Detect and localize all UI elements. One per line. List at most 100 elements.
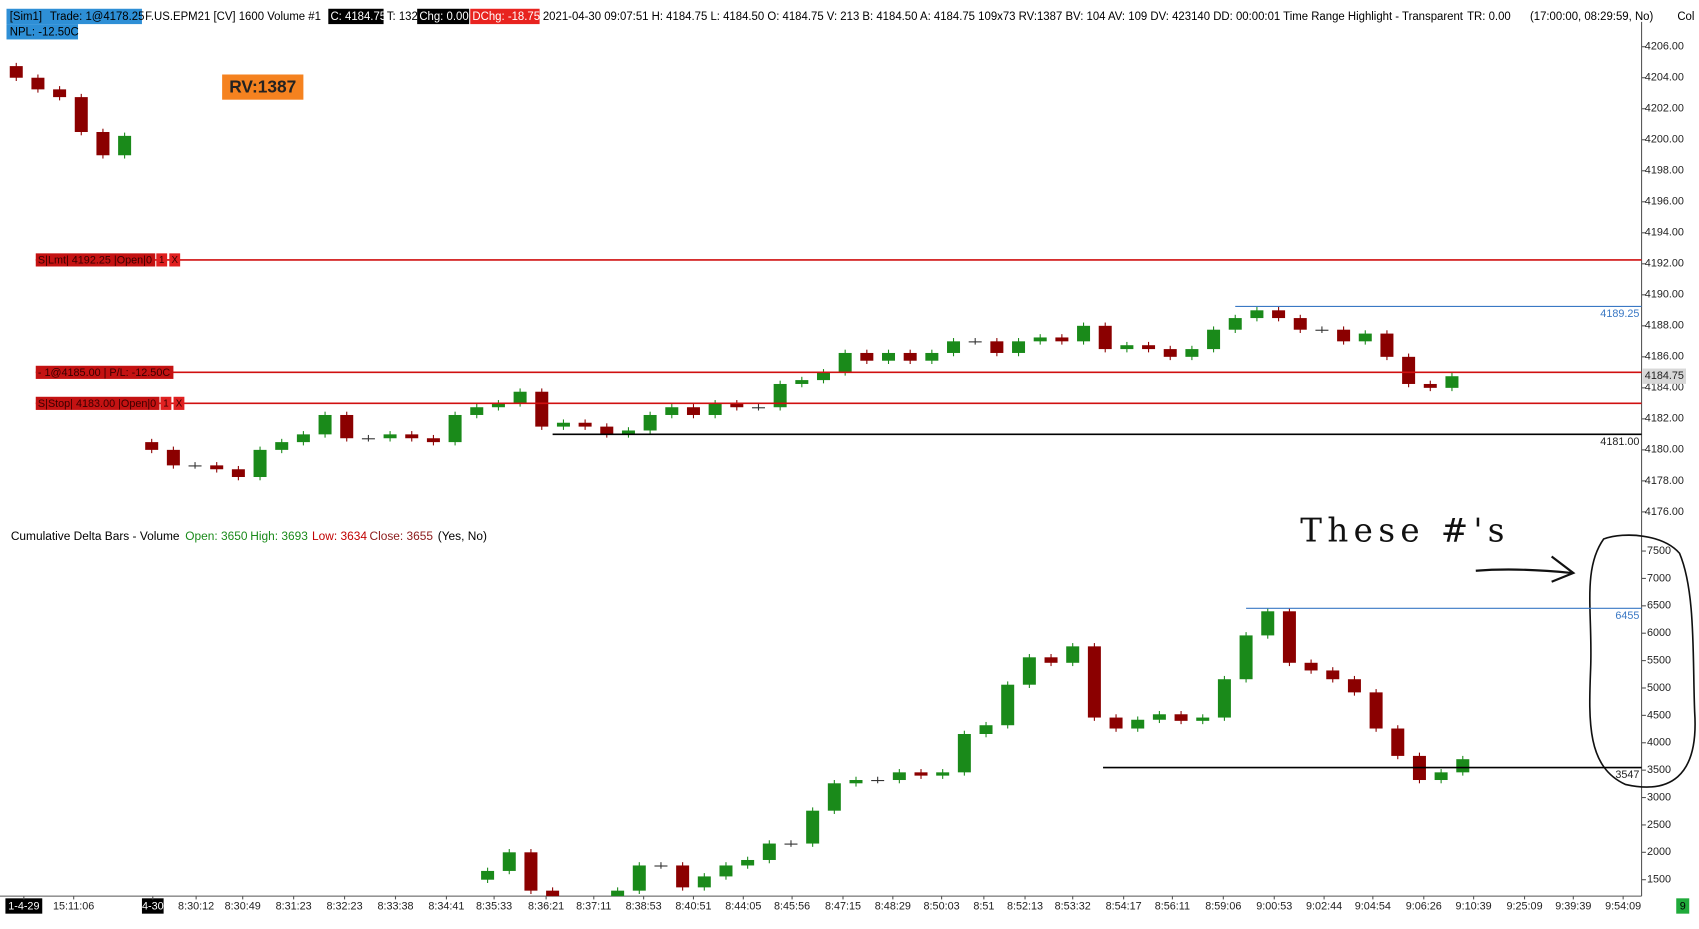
candle-body xyxy=(1391,728,1405,756)
x-tick-label: 8:51 xyxy=(973,900,994,912)
candle-body xyxy=(405,434,419,439)
order-cancel[interactable]: X xyxy=(171,255,178,266)
candle-body xyxy=(1001,684,1015,726)
candle-body xyxy=(838,352,852,373)
candle-body xyxy=(903,352,917,361)
candle-body xyxy=(990,341,1004,353)
y-tick-label: 5500 xyxy=(1647,654,1671,666)
order-qty[interactable]: 1 xyxy=(159,255,164,266)
x-tick-label: 8:50:03 xyxy=(924,900,960,912)
x-tick-label: 8:32:23 xyxy=(327,900,363,912)
order-label: S|Stop| 4183.00 |Open|0 xyxy=(38,398,156,410)
candle-body xyxy=(1315,329,1329,331)
candle-body xyxy=(481,870,495,880)
candle-body xyxy=(1217,679,1231,718)
order-cancel-bg[interactable] xyxy=(173,396,185,410)
x-tick-label: 8:36:21 xyxy=(528,900,564,912)
candle-body xyxy=(535,391,549,427)
candle-body xyxy=(979,725,993,734)
order-label: S|Lmt| 4192.25 |Open|0 xyxy=(38,254,152,266)
candle-body xyxy=(1228,318,1242,330)
x-tick-label: 8:45:56 xyxy=(774,900,810,912)
candle-body xyxy=(665,407,679,415)
note-ellipse xyxy=(1589,534,1696,788)
candle-body xyxy=(654,865,668,867)
candle-body xyxy=(1120,345,1134,350)
y-tick-label: 6500 xyxy=(1647,600,1671,612)
y-tick-label: 4500 xyxy=(1647,709,1671,721)
y-tick-label: 4204.00 xyxy=(1645,72,1684,84)
x-tick-label: 8:52:13 xyxy=(1007,900,1043,912)
x-tick-label: 9:54:09 xyxy=(1605,900,1641,912)
candle-body xyxy=(296,434,310,443)
candle-body xyxy=(1012,341,1026,353)
y-tick-label: 1500 xyxy=(1647,874,1671,886)
delta-low-label: 3547 xyxy=(1615,769,1639,781)
candle-body xyxy=(9,66,23,78)
dchg-bg xyxy=(470,8,540,25)
x-tick-label: 8:40:51 xyxy=(675,900,711,912)
trade: Trade: 1@4178.25 xyxy=(50,11,145,23)
candle-body xyxy=(275,442,289,450)
last-price-bg xyxy=(1642,368,1686,384)
candle-body xyxy=(708,403,722,415)
status: 9 xyxy=(1680,900,1686,912)
y-tick-label: 4184.00 xyxy=(1645,382,1684,394)
candle-body xyxy=(1109,717,1123,729)
candle-body xyxy=(1380,333,1394,357)
candle-body xyxy=(860,352,874,361)
price-candles xyxy=(9,62,1459,481)
order-qty[interactable]: 1 xyxy=(163,398,168,409)
candle-body xyxy=(1434,772,1448,781)
y-tick-label: 2000 xyxy=(1647,846,1671,858)
candle-body xyxy=(491,403,505,408)
candle-body xyxy=(513,391,527,404)
symbol: F.US.EPM21 [CV] 1600 Volume #1 xyxy=(145,11,321,23)
handwritten-note: These #'s xyxy=(1300,511,1510,549)
x-tick-label: 8:47:15 xyxy=(825,900,861,912)
y-tick-label: 4196.00 xyxy=(1645,196,1684,208)
rv-badge-bg xyxy=(222,74,304,100)
order-cancel-bg[interactable] xyxy=(169,253,181,267)
x-tick-label: 9:10:39 xyxy=(1456,900,1492,912)
candle-body xyxy=(1239,635,1253,680)
candle-body xyxy=(1402,356,1416,384)
candle-body xyxy=(719,865,733,877)
candle-body xyxy=(1282,611,1296,663)
candle-body xyxy=(1261,611,1275,636)
y-tick-label: 4186.00 xyxy=(1645,351,1684,363)
candle-body xyxy=(1196,717,1210,721)
order-qty-bg[interactable] xyxy=(160,396,172,410)
session-range: (17:00:00, 08:29:59, No) xyxy=(1530,11,1653,23)
npl-bg xyxy=(6,24,79,40)
candle-body xyxy=(1066,646,1080,663)
y-tick-label: 5000 xyxy=(1647,682,1671,694)
candle-body xyxy=(1337,329,1351,342)
candle-body xyxy=(643,414,657,431)
candle-body xyxy=(470,407,484,415)
y-tick-label: 4190.00 xyxy=(1645,289,1684,301)
candle-body xyxy=(947,341,961,353)
npl: NPL: -12.50C xyxy=(10,26,79,38)
order-qty-bg[interactable] xyxy=(156,253,168,267)
x-tick-label: 8:30:49 xyxy=(225,900,261,912)
candle-body xyxy=(795,380,809,384)
candle-body xyxy=(882,352,896,361)
order-cancel[interactable]: X xyxy=(176,398,183,409)
y-tick-label: 2500 xyxy=(1647,819,1671,831)
candle-body xyxy=(1174,714,1188,721)
ticks: T: 132 xyxy=(387,11,418,23)
y-tick-label: 4198.00 xyxy=(1645,165,1684,177)
candle-body xyxy=(936,772,950,776)
y-tick-label: 4176.00 xyxy=(1645,506,1684,518)
candle-body xyxy=(1326,670,1340,680)
candle-body xyxy=(53,89,67,98)
candle-body xyxy=(849,780,863,784)
candle-body xyxy=(1152,714,1166,720)
low-line-label: 4181.00 xyxy=(1600,436,1639,448)
y-tick-label: 3000 xyxy=(1647,791,1671,803)
delta-low: Low: 3634 xyxy=(312,529,367,543)
dchg: DChg: -18.75 xyxy=(472,11,540,23)
candle-body xyxy=(1142,345,1156,350)
order-label-bg xyxy=(35,396,160,410)
